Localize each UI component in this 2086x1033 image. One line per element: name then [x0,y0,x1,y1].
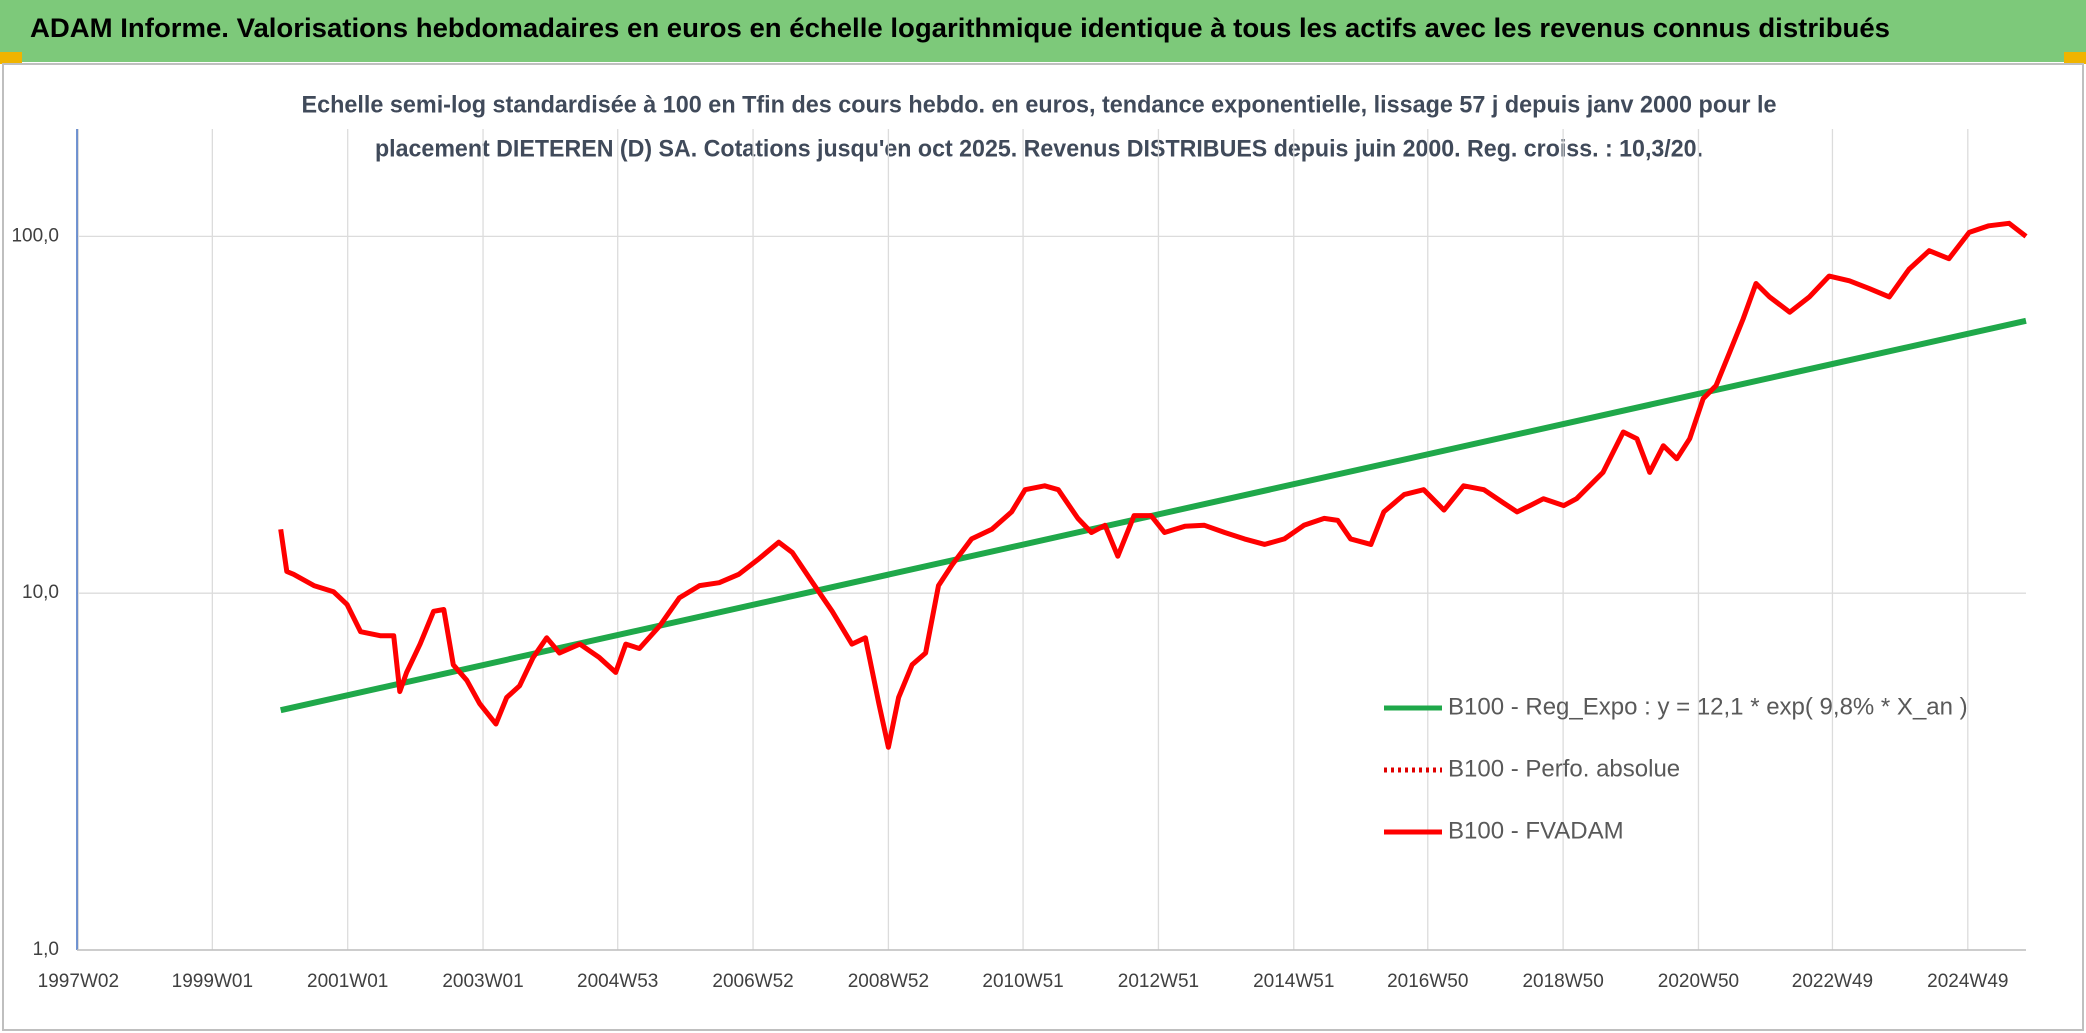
y-tick-label: 10,0 [22,582,59,603]
chart-subtitle: Echelle semi-log standardisée à 100 en T… [302,91,1777,118]
x-tick-label: 2020W50 [1658,971,1739,992]
x-tick-label: 1997W02 [38,971,119,992]
header-title: ADAM Informe. Valorisations hebdomadaire… [30,13,1890,43]
x-tick-label: 2014W51 [1253,971,1334,992]
corner-mark [2064,52,2086,64]
x-tick-label: 2016W50 [1387,971,1468,992]
y-tick-label: 100,0 [11,225,59,246]
x-tick-label: 2022W49 [1792,971,1873,992]
x-tick-label: 1999W01 [172,971,253,992]
x-tick-label: 2001W01 [307,971,388,992]
y-tick-label: 1,0 [33,939,59,960]
x-tick-label: 2004W53 [577,971,658,992]
x-tick-label: 2012W51 [1118,971,1199,992]
legend-label: B100 - Reg_Expo : y = 12,1 * exp( 9,8% *… [1448,693,1968,720]
chart-frame [2,63,2084,1031]
x-tick-label: 2003W01 [442,971,523,992]
x-tick-label: 2024W49 [1927,971,2008,992]
x-tick-label: 2008W52 [848,971,929,992]
x-tick-label: 2006W52 [712,971,793,992]
x-tick-label: 2018W50 [1522,971,1603,992]
chart-subtitle: placement DIETEREN (D) SA. Cotations jus… [375,135,1703,162]
legend-label: B100 - FVADAM [1448,817,1624,844]
x-tick-label: 2010W51 [982,971,1063,992]
legend-label: B100 - Perfo. absolue [1448,755,1680,782]
header-bar [0,0,2086,62]
series-line [278,220,2028,750]
corner-mark [0,52,22,64]
